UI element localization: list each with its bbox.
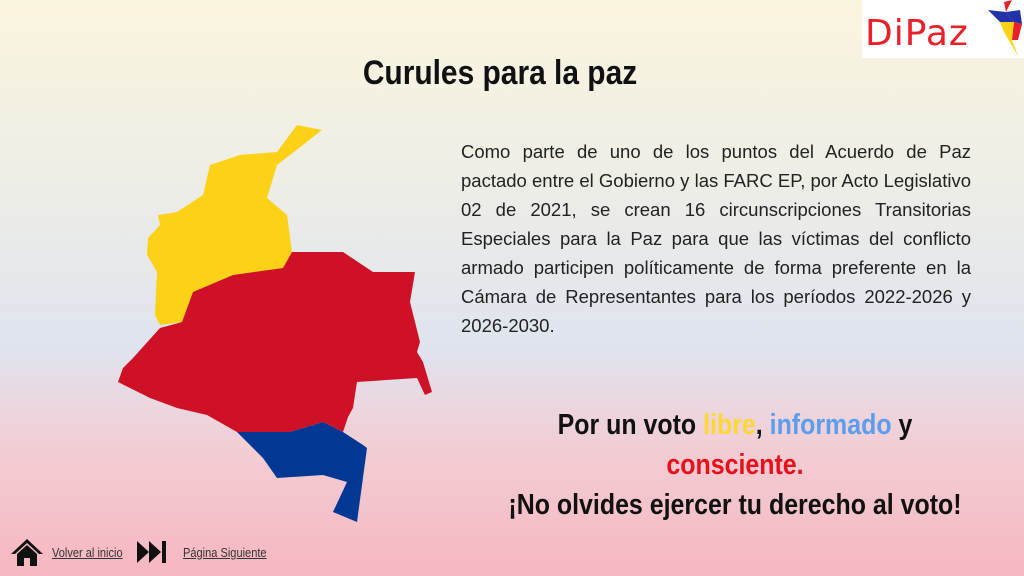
- bottom-nav: Volver al inicio Página Siguiente: [10, 536, 281, 568]
- slogan-prefix: Por un voto: [557, 409, 704, 441]
- logo-text: DiPaz: [865, 13, 969, 54]
- home-icon[interactable]: [10, 537, 44, 567]
- slogan-consciente: consciente.: [666, 449, 804, 481]
- slogan-libre: libre: [703, 409, 756, 441]
- skip-forward-icon[interactable]: [135, 539, 169, 565]
- slogan-comma: ,: [755, 409, 770, 441]
- dove-icon: [988, 0, 1022, 56]
- slogan-y: y: [891, 409, 913, 441]
- description-text: Como parte de uno de los puntos del Acue…: [461, 141, 971, 336]
- colombia-map: [118, 125, 432, 522]
- slogan: Por un voto libre, informado y conscient…: [507, 405, 963, 525]
- slogan-informado: informado: [769, 409, 892, 441]
- slogan-call: ¡No olvides ejercer tu derecho al voto!: [508, 489, 962, 521]
- page-title: Curules para la paz: [362, 54, 638, 92]
- home-link[interactable]: Volver al inicio: [52, 544, 123, 560]
- next-page-link[interactable]: Página Siguiente: [183, 544, 267, 560]
- map-region-blue: [237, 422, 367, 522]
- dipaz-logo: DiPaz: [862, 0, 1024, 58]
- map-region-yellow: [147, 125, 322, 325]
- map-region-red: [118, 252, 432, 445]
